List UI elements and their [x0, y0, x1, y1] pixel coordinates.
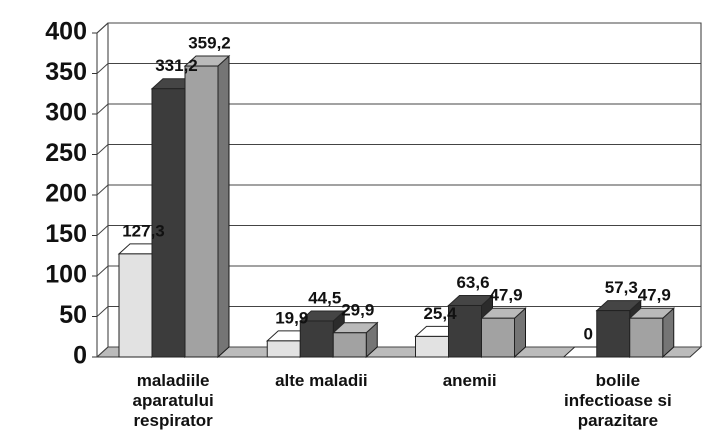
bar [184, 65, 219, 358]
x-tick-label: alte maladii [275, 371, 368, 390]
data-label: 47,9 [638, 286, 671, 305]
bar [415, 335, 449, 358]
y-tick-label: 50 [59, 301, 87, 329]
grid-depth [96, 144, 109, 155]
bar [266, 340, 301, 358]
bar [332, 332, 367, 358]
grid-depth [96, 346, 109, 358]
grid-depth [96, 306, 109, 317]
y-tick-label: 100 [45, 261, 87, 289]
data-label: 359,2 [188, 34, 231, 53]
bar [448, 304, 482, 358]
bar [596, 310, 631, 358]
data-label: 127,3 [122, 221, 165, 240]
x-tick-label: bolile infectioase si parazitare [564, 371, 672, 430]
x-tick-label: anemii [442, 371, 497, 390]
grid-depth [96, 265, 109, 277]
y-tick-label: 350 [45, 58, 87, 86]
y-tick-label: 400 [45, 18, 87, 46]
y-tick-label: 300 [45, 99, 87, 127]
grid-depth [96, 22, 109, 34]
y-tick-label: 250 [45, 139, 87, 167]
grid-depth [96, 103, 109, 115]
data-label: 57,3 [605, 278, 638, 297]
grid-depth [96, 225, 109, 236]
x-tick-label: maladiile aparatului respirator [132, 371, 214, 430]
bar [629, 317, 664, 358]
y-tick-label: 150 [45, 220, 87, 248]
y-tick-label: 0 [73, 342, 87, 370]
data-label: 44,5 [308, 288, 341, 307]
grid-depth [96, 63, 109, 74]
data-label: 0 [584, 324, 593, 343]
data-label: 29,9 [341, 300, 374, 319]
data-label: 47,9 [489, 286, 522, 305]
data-label: 63,6 [456, 273, 489, 292]
data-label: 19,9 [275, 308, 308, 327]
data-label: 25,4 [423, 304, 457, 323]
grid-depth [96, 184, 109, 196]
data-label: 331,2 [155, 56, 198, 75]
y-tick-label: 200 [45, 180, 87, 208]
bar [118, 253, 153, 358]
bar-side [217, 54, 230, 359]
bar [481, 317, 515, 358]
